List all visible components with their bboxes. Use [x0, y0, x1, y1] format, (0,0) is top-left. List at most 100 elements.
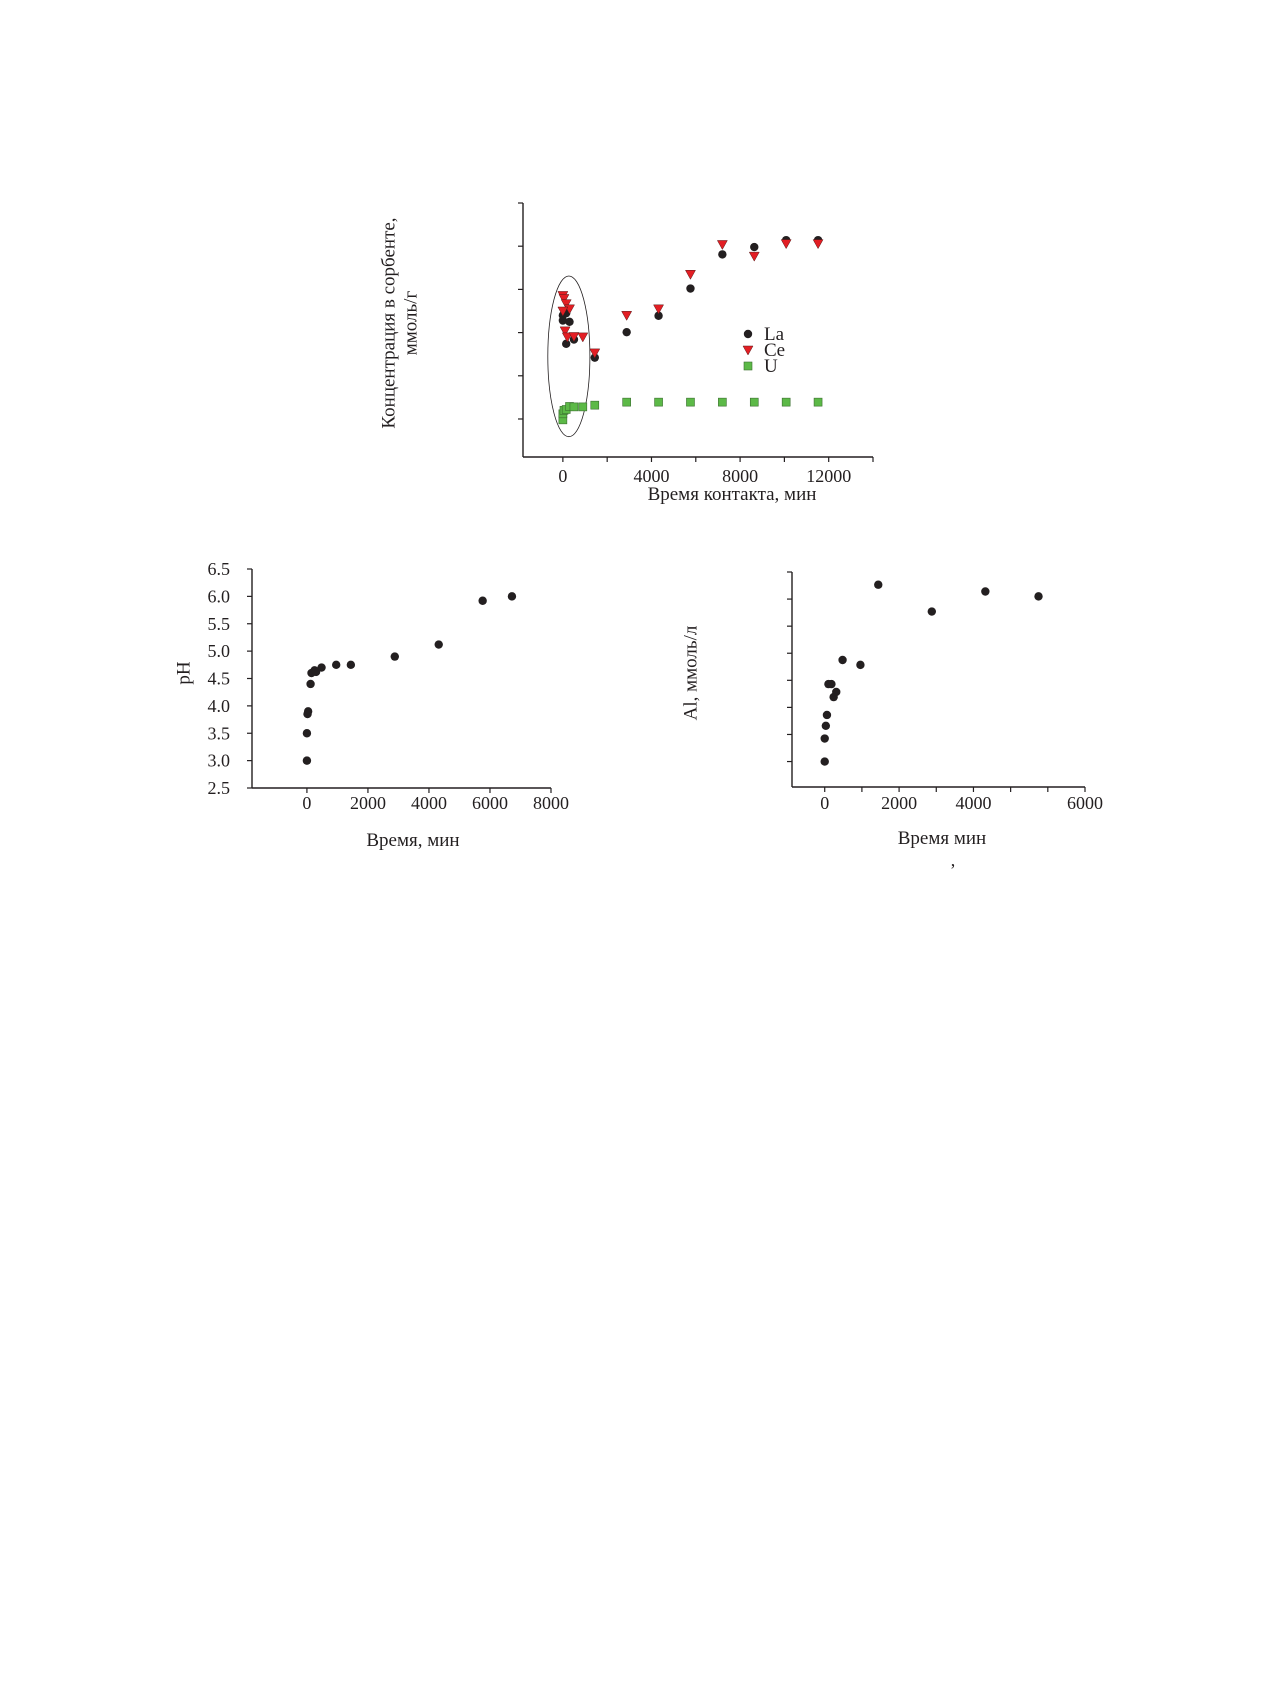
y-tick-label: 4.0 [208, 696, 231, 716]
x-tick-label: 4000 [633, 466, 669, 486]
data-point-al [874, 580, 883, 589]
data-point-u [781, 397, 791, 407]
y-axis-label: Al, ммоль/л [680, 625, 701, 720]
data-point-la [718, 250, 727, 259]
data-point-ce [812, 239, 824, 250]
y-tick-label: 2.5 [208, 778, 231, 798]
data-point-ce [558, 294, 570, 304]
data-point-al [822, 710, 832, 720]
legend-label: U [764, 356, 778, 377]
data-point-la [654, 311, 663, 320]
y-axis-label: ммоль/г [400, 291, 421, 356]
data-point-al [821, 721, 831, 731]
data-point-ce [653, 304, 664, 315]
data-point-la [622, 327, 631, 337]
y-tick-label: 6.5 [208, 559, 231, 579]
data-point-u [718, 397, 727, 407]
y-tick-label: 4.5 [208, 669, 231, 689]
x-tick-label: 8000 [533, 793, 569, 813]
data-point-ce [557, 306, 569, 317]
data-point-u [578, 402, 588, 412]
series-ph [302, 592, 517, 765]
highlight-ellipse [547, 275, 591, 438]
x-tick-label: 4000 [955, 793, 991, 813]
y-axis-label: Концентрация в сорбенте, [378, 217, 399, 428]
data-point-u [569, 402, 579, 412]
x-tick-label: 12000 [806, 466, 851, 486]
data-point-al [856, 660, 865, 670]
chart-2: 2.5 3.0 3.5 4.0 4.5 5.0 5.5 6.0 6.5 0 2000 4000 6000… [173, 559, 569, 851]
y-tick-label: 3.5 [208, 723, 231, 743]
y-tick-label: 5.5 [208, 614, 231, 634]
legend-marker-ce [742, 345, 754, 356]
y-tick-label: 3.0 [208, 751, 231, 771]
data-point-ce [560, 299, 572, 310]
data-point-al [927, 607, 937, 616]
x-axis-label: Время мин [898, 828, 986, 849]
data-point-la [561, 339, 571, 349]
y-tick-label: 5.0 [208, 641, 231, 661]
data-point-ph [303, 707, 313, 716]
data-point-la [565, 317, 574, 326]
x-tick-label: 0 [302, 793, 311, 813]
data-point-ce [559, 326, 571, 337]
data-point-al [832, 687, 841, 697]
y-tick-label: 6.0 [208, 586, 231, 606]
legend-marker-u [743, 361, 753, 371]
data-point-ph [478, 596, 487, 605]
data-point-ph [302, 729, 312, 738]
data-point-ce [780, 239, 792, 250]
data-point-ce [561, 332, 573, 343]
series-u [558, 397, 823, 425]
x-axis-label: Время, мин [366, 830, 459, 851]
x-tick-label: 2000 [350, 793, 386, 813]
data-point-al [838, 655, 847, 665]
data-point-u [686, 397, 695, 407]
legend-marker-la [743, 329, 753, 339]
data-point-ph [434, 640, 443, 649]
x-tick-label: 2000 [881, 793, 917, 813]
data-point-u [749, 397, 759, 407]
data-point-ce [589, 348, 601, 359]
x-tick-label: 6000 [472, 793, 508, 813]
data-point-u [813, 397, 823, 407]
legend-label: Ce [764, 340, 785, 361]
data-point-al [981, 587, 990, 596]
data-point-al [820, 757, 829, 766]
data-point-ph [332, 660, 341, 670]
data-point-ph [306, 679, 315, 689]
x-tick-label: 0 [558, 466, 567, 486]
data-point-ph [317, 663, 326, 672]
x-tick-label: 8000 [722, 466, 758, 486]
data-point-ph [346, 660, 356, 670]
y-axis-label: pH [173, 661, 194, 685]
x-tick-label: 6000 [1067, 793, 1103, 813]
legend-label: La [764, 324, 785, 345]
x-axis-label-comma: , [951, 850, 956, 870]
data-point-ce [568, 332, 580, 342]
data-point-ce [748, 251, 760, 262]
data-point-ce [716, 240, 728, 250]
data-point-ce [685, 270, 696, 280]
data-point-u [654, 397, 663, 407]
x-axis-label: Время контакта, мин [648, 484, 817, 505]
data-point-u [590, 400, 600, 410]
series-ce [557, 239, 824, 359]
data-point-al [827, 679, 836, 689]
data-point-al [820, 734, 829, 743]
data-point-ce [621, 311, 633, 321]
data-point-la [750, 242, 759, 252]
chart-3: 0 2000 4000 6000 Время мин Al, ммоль/л, [680, 571, 1103, 870]
data-point-ph [390, 652, 399, 661]
data-point-ce [577, 332, 589, 343]
data-point-ph [507, 592, 517, 601]
data-point-u [622, 397, 631, 407]
x-tick-label: 4000 [411, 793, 447, 813]
x-tick-label: 0 [820, 793, 829, 813]
series-al [820, 580, 1043, 766]
data-point-ph [302, 756, 312, 765]
